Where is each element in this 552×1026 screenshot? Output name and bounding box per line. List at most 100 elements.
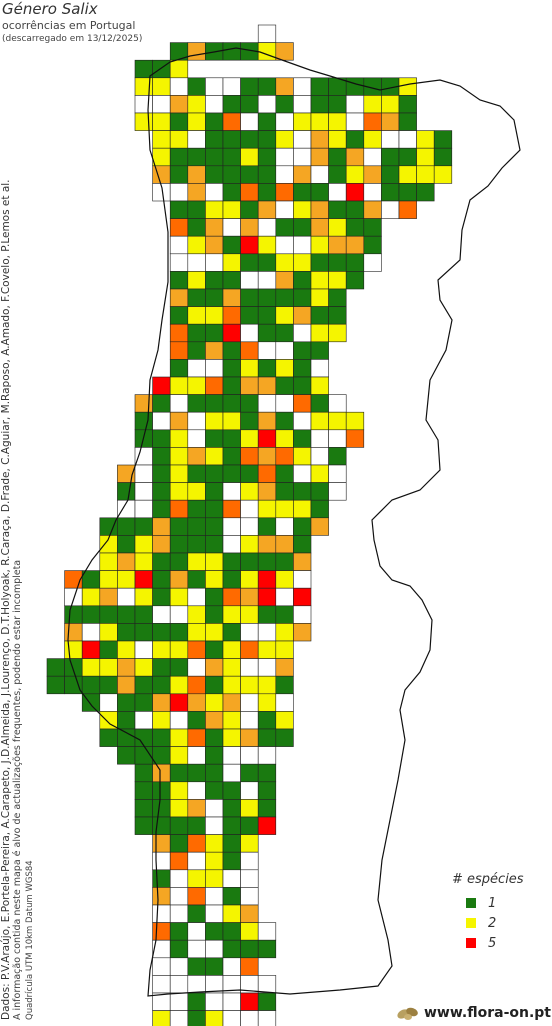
title-block: Género Salix ocorrências em Portugal (de… xyxy=(2,0,142,46)
grid-cell xyxy=(152,552,171,571)
grid-cell xyxy=(169,834,189,853)
grid-cell xyxy=(152,693,171,712)
grid-cell xyxy=(152,640,171,659)
grid-cell xyxy=(187,658,206,677)
grid-cell xyxy=(240,183,259,202)
grid-cell xyxy=(416,130,435,149)
grid-cell xyxy=(187,499,206,519)
grid-cell xyxy=(257,922,277,941)
grid-cell xyxy=(275,253,294,272)
grid-cell xyxy=(328,482,347,501)
grid-cell xyxy=(240,570,259,589)
grid-cell xyxy=(275,499,294,519)
grid-cell xyxy=(240,728,259,747)
grid-cell xyxy=(187,939,206,959)
grid-cell xyxy=(257,235,277,255)
grid-cell xyxy=(310,77,329,96)
grid-cell xyxy=(275,447,294,466)
grid-cell xyxy=(187,693,206,712)
grid-cell xyxy=(293,464,312,483)
grid-cell xyxy=(257,640,277,659)
grid-cell xyxy=(205,922,224,941)
grid-cell xyxy=(152,570,171,589)
grid-cell xyxy=(275,394,294,413)
grid-cell xyxy=(152,447,171,466)
grid-cell xyxy=(257,975,277,994)
grid-cell xyxy=(328,464,347,483)
grid-cell xyxy=(187,746,206,765)
grid-cell xyxy=(222,570,241,589)
grid-cell xyxy=(328,323,347,343)
grid-cell xyxy=(205,499,224,519)
grid-cell xyxy=(134,59,153,79)
grid-cell xyxy=(205,341,224,360)
flora-on-link[interactable]: www.flora-on.pt xyxy=(396,1004,551,1022)
grid-cell xyxy=(222,1010,241,1026)
grid-cell xyxy=(169,130,189,149)
grid-cell xyxy=(275,711,294,730)
grid-cell xyxy=(293,130,312,149)
grid-cell xyxy=(293,587,312,607)
grid-cell xyxy=(99,623,118,642)
grid-cell xyxy=(222,693,241,712)
grid-cell xyxy=(169,359,189,378)
grid-cell xyxy=(240,957,259,976)
grid-cell xyxy=(152,851,171,871)
grid-cell xyxy=(222,112,241,131)
grid-cell xyxy=(205,693,224,712)
grid-cell xyxy=(328,411,347,431)
grid-cell xyxy=(222,42,241,61)
grid-cell xyxy=(257,992,277,1011)
grid-cell xyxy=(205,869,224,888)
legend-label: 5 xyxy=(488,935,497,951)
legend-item-5: 5 xyxy=(466,933,524,953)
grid-cell xyxy=(310,464,329,483)
grid-cell xyxy=(240,992,259,1011)
grid-cell xyxy=(134,816,153,835)
grid-cell xyxy=(310,429,329,448)
grid-cell xyxy=(205,130,224,149)
grid-cell xyxy=(293,552,312,571)
grid-cell xyxy=(169,147,189,167)
grid-cell xyxy=(187,183,206,202)
grid-cell xyxy=(240,658,259,677)
grid-cell xyxy=(240,95,259,114)
grid-cell xyxy=(152,499,171,519)
grid-cell xyxy=(134,570,153,589)
grid-cell xyxy=(363,130,382,149)
grid-cell xyxy=(187,711,206,730)
grid-cell xyxy=(117,711,136,730)
grid-cell xyxy=(257,218,277,237)
grid-cell xyxy=(293,200,312,219)
grid-cell xyxy=(275,658,294,677)
grid-cell xyxy=(363,165,382,184)
grid-cell xyxy=(169,887,189,906)
grid-cell xyxy=(240,693,259,712)
grid-cell xyxy=(240,271,259,290)
grid-cell xyxy=(222,675,241,695)
grid-cell xyxy=(64,587,83,607)
grid-cell xyxy=(134,781,153,800)
grid-cell xyxy=(293,165,312,184)
grid-cell xyxy=(169,218,189,237)
grid-cell xyxy=(257,24,277,43)
grid-cell xyxy=(169,799,189,818)
grid-cell xyxy=(152,130,171,149)
grid-cell xyxy=(240,869,259,888)
grid-cell xyxy=(152,781,171,800)
grid-cell xyxy=(205,957,224,976)
grid-cell xyxy=(293,323,312,343)
grid-cell xyxy=(187,394,206,413)
grid-cell xyxy=(240,587,259,607)
grid-cell xyxy=(240,535,259,554)
grid-cell xyxy=(222,517,241,536)
grid-cell xyxy=(381,130,400,149)
grid-cell xyxy=(416,147,435,167)
grid-cell xyxy=(328,429,347,448)
grid-cell xyxy=(134,95,153,114)
grid-cell xyxy=(205,675,224,695)
grid-cell xyxy=(152,869,171,888)
grid-cell xyxy=(187,288,206,307)
grid-cell xyxy=(257,447,277,466)
grid-cell xyxy=(81,623,101,642)
